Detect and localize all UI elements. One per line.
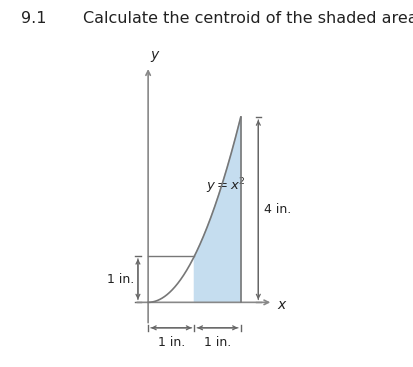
Text: 1 in.: 1 in.: [107, 273, 134, 286]
Text: 1 in.: 1 in.: [158, 336, 185, 349]
Text: 1 in.: 1 in.: [204, 336, 231, 349]
Text: 9.1: 9.1: [21, 11, 46, 26]
Polygon shape: [195, 117, 241, 302]
Text: $y = x^2$: $y = x^2$: [206, 177, 246, 196]
Text: Calculate the centroid of the shaded area.: Calculate the centroid of the shaded are…: [83, 11, 413, 26]
Text: 4 in.: 4 in.: [264, 203, 291, 216]
Text: $x$: $x$: [277, 298, 287, 312]
Text: $y$: $y$: [150, 49, 161, 64]
